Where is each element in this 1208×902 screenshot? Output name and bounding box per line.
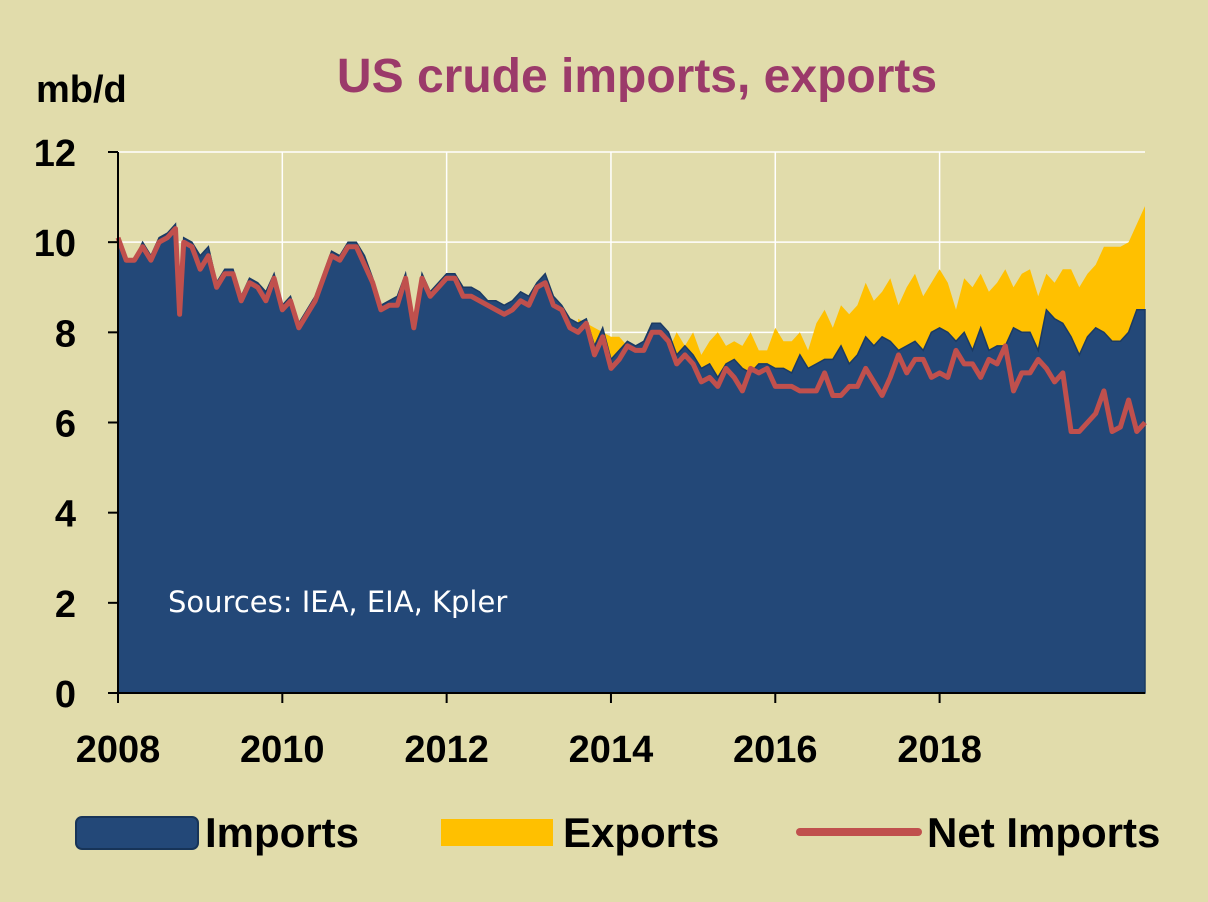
legend: Imports Exports Net Imports xyxy=(75,809,1160,856)
axes xyxy=(108,151,1145,703)
legend-label-exports: Exports xyxy=(563,809,719,856)
y-axis-unit: mb/d xyxy=(36,69,127,111)
y-tick-labels: 0 2 4 6 8 10 12 xyxy=(34,133,76,716)
exports-area xyxy=(578,206,1145,378)
net-imports-line xyxy=(115,226,1147,434)
y-tick-label: 12 xyxy=(34,133,76,175)
legend-label-imports: Imports xyxy=(205,809,359,856)
sources-note: Sources: IEA, EIA, Kpler xyxy=(168,585,507,619)
y-tick-label: 4 xyxy=(55,494,76,536)
y-tick-label: 10 xyxy=(34,223,76,265)
x-tick-label: 2014 xyxy=(569,729,654,771)
x-tick-label: 2012 xyxy=(404,729,489,771)
y-tick-label: 0 xyxy=(55,674,76,716)
legend-label-net-imports: Net Imports xyxy=(927,809,1160,856)
x-tick-label: 2018 xyxy=(897,729,982,771)
y-tick-label: 2 xyxy=(55,584,76,626)
legend-swatch-exports xyxy=(441,819,553,846)
y-tick-label: 6 xyxy=(55,404,76,446)
x-tick-label: 2008 xyxy=(76,729,161,771)
y-tick-label: 8 xyxy=(55,313,76,355)
x-tick-labels: 2008 2010 2012 2014 2016 2018 xyxy=(76,729,982,771)
imports-area xyxy=(117,222,1146,694)
legend-swatch-imports xyxy=(75,816,199,850)
area-series xyxy=(115,206,1147,694)
x-tick-label: 2010 xyxy=(240,729,325,771)
x-tick-label: 2016 xyxy=(733,729,818,771)
chart-title: US crude imports, exports xyxy=(337,50,937,103)
